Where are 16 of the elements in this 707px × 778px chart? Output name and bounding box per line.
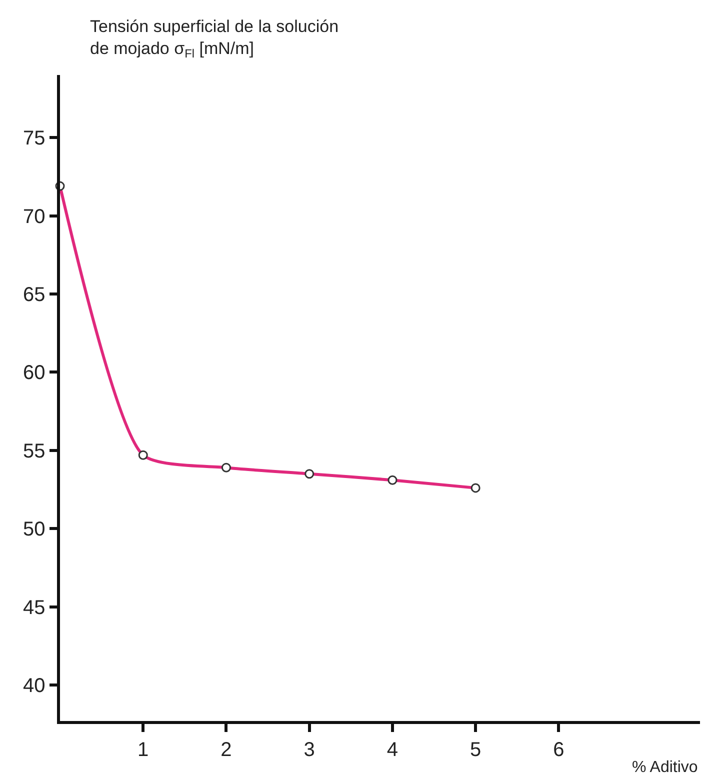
x-axis-title: % Aditivo xyxy=(632,759,698,776)
y-tick-label: 50 xyxy=(23,518,46,541)
y-axis-title: Tensión superficial de la solución de mojado σ$_{Fl}$ [mN/m] xyxy=(90,17,339,61)
x-tick-label: 2 xyxy=(220,738,232,761)
x-tick-label: 5 xyxy=(470,738,482,761)
x-tick-label: 1 xyxy=(138,738,149,761)
y-tick-label: 70 xyxy=(23,206,46,228)
x-tick-label: 4 xyxy=(386,738,398,761)
x-tick-label: 6 xyxy=(553,738,564,761)
y-tick-label: 65 xyxy=(23,284,46,306)
y-tick-label: 40 xyxy=(23,675,46,698)
y-tick-label: 75 xyxy=(23,128,46,150)
y-tick-label: 60 xyxy=(23,362,46,384)
y-tick-label: 55 xyxy=(23,440,46,462)
y-tick-label: 45 xyxy=(23,596,46,619)
x-tick-label: 3 xyxy=(304,738,315,761)
